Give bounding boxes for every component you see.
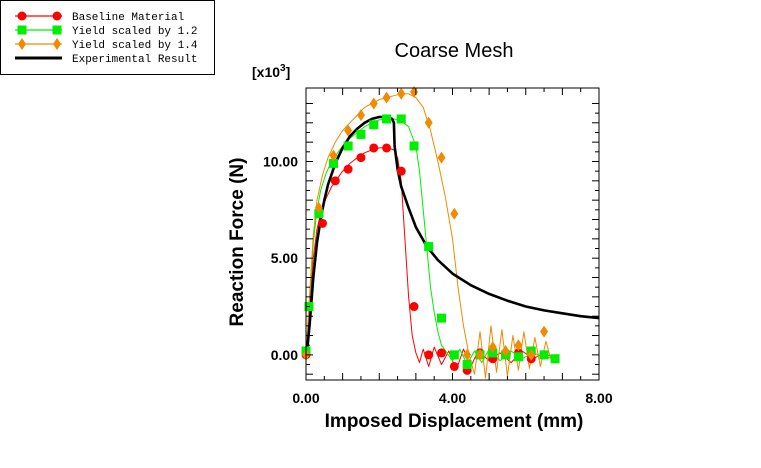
data-point-1-5	[356, 129, 366, 139]
series-markers	[301, 85, 560, 375]
data-point-1-20	[550, 354, 560, 364]
data-point-2-3	[344, 124, 353, 137]
data-point-2-17	[527, 348, 536, 361]
data-point-1-13	[462, 360, 472, 370]
data-point-2-9	[424, 116, 433, 129]
data-point-0-2	[330, 176, 340, 186]
data-point-0-7	[396, 166, 406, 176]
data-point-0-11	[449, 361, 459, 371]
data-point-2-15	[501, 344, 510, 357]
data-point-1-9	[409, 141, 419, 151]
data-point-0-4	[356, 153, 366, 163]
series-line-1	[306, 118, 556, 365]
x-tick-label: 4.00	[439, 390, 466, 406]
legend-item: Baseline Material	[15, 11, 184, 24]
data-point-1-4	[343, 141, 353, 151]
y-axis-title: Reaction Force (N)	[227, 158, 248, 327]
data-point-2-6	[382, 91, 391, 104]
legend-box	[0, 0, 215, 75]
data-point-2-10	[437, 151, 446, 164]
series-lines	[306, 93, 599, 379]
y-tick-label: 10.00	[263, 153, 298, 169]
data-point-1-10	[424, 242, 434, 252]
data-point-1-7	[382, 114, 392, 124]
legend-marker	[52, 25, 62, 35]
legend-marker	[52, 11, 62, 21]
data-point-1-3	[328, 158, 338, 168]
data-point-1-11	[437, 313, 447, 323]
data-point-1-8	[396, 114, 406, 124]
series-line-2	[306, 93, 552, 379]
y-tick-label: 5.00	[271, 250, 298, 266]
data-point-2-18	[540, 325, 549, 338]
legend-label: Yield scaled by 1.4	[72, 40, 198, 52]
data-point-1-12	[449, 350, 459, 360]
axis-ticks	[305, 88, 600, 380]
data-point-0-6	[382, 143, 392, 153]
data-point-0-3	[343, 164, 353, 174]
data-point-2-14	[488, 341, 497, 354]
legend: Baseline Material Yield scaled by 1.2 Yiel…	[0, 0, 215, 75]
data-point-0-9	[424, 350, 434, 360]
legend-label: Experimental Result	[72, 54, 197, 66]
data-point-2-13	[475, 348, 484, 361]
legend-label: Yield scaled by 1.2	[72, 26, 197, 38]
y-tick-labels: 0.00 5.00 10.00	[263, 153, 298, 362]
data-point-2-5	[369, 97, 378, 110]
legend-item: Experimental Result	[15, 54, 197, 66]
y-tick-label: 0.00	[271, 347, 298, 363]
data-point-2-4	[356, 109, 365, 122]
legend-marker	[17, 11, 27, 21]
x-tick-label: 8.00	[585, 390, 612, 406]
data-point-0-10	[437, 348, 447, 358]
legend-label: Baseline Material	[72, 12, 184, 24]
legend-item: Yield scaled by 1.4	[15, 38, 198, 52]
data-point-2-12	[463, 348, 472, 361]
data-point-2-11	[450, 207, 459, 220]
data-point-0-8	[409, 302, 419, 312]
data-point-0-5	[369, 143, 379, 153]
legend-marker	[18, 38, 26, 50]
data-point-1-19	[539, 350, 549, 360]
legend-marker	[17, 25, 27, 35]
legend-item: Yield scaled by 1.2	[15, 25, 197, 38]
y-axis-multiplier: [x103]	[252, 63, 290, 80]
data-point-1-6	[369, 120, 379, 130]
data-point-1-17	[513, 352, 523, 362]
data-point-0-1	[317, 218, 327, 228]
series-line-0	[306, 147, 556, 371]
chart-title: Coarse Mesh	[395, 40, 514, 62]
legend-marker	[53, 38, 61, 50]
legend-items: Baseline Material Yield scaled by 1.2 Yiel…	[15, 11, 198, 66]
data-point-2-2	[329, 149, 338, 162]
x-tick-labels: 0.00 4.00 8.00	[292, 390, 612, 406]
data-point-2-7	[397, 87, 406, 100]
x-axis-title: Imposed Displacement (mm)	[325, 411, 584, 432]
data-point-2-1	[314, 201, 323, 214]
x-tick-label: 0.00	[292, 390, 319, 406]
data-point-2-16	[514, 339, 523, 352]
